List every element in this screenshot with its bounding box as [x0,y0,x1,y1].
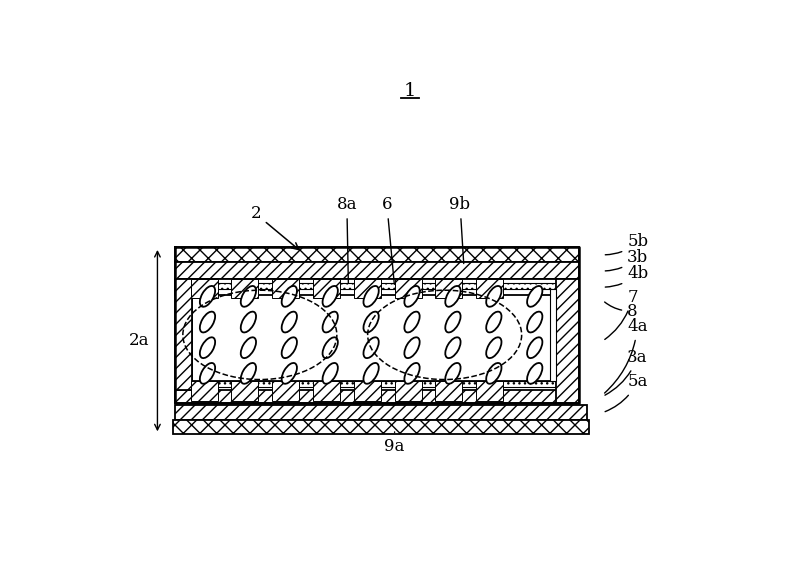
Bar [435,381,462,401]
Text: 3a: 3a [605,349,648,395]
Text: 7: 7 [605,289,638,340]
Bar [192,381,556,387]
Bar [175,405,587,420]
Ellipse shape [200,286,215,307]
Bar [313,381,340,401]
Text: 5b: 5b [606,233,648,255]
Text: 4b: 4b [606,265,648,287]
Ellipse shape [486,312,502,332]
Bar [192,283,556,289]
Ellipse shape [404,286,420,307]
Ellipse shape [241,286,256,307]
Bar [556,279,579,403]
Ellipse shape [200,312,215,332]
Bar [272,279,299,298]
Bar [394,279,422,298]
Bar [175,262,579,279]
Ellipse shape [446,363,461,384]
Ellipse shape [200,363,215,384]
Bar [435,279,462,298]
Ellipse shape [446,312,461,332]
Bar [175,279,192,390]
Text: 3b: 3b [606,249,648,271]
Ellipse shape [282,363,297,384]
Ellipse shape [363,363,378,384]
Bar [231,279,258,298]
Bar [175,387,579,403]
Text: 8a: 8a [337,196,357,283]
Ellipse shape [446,286,461,307]
Text: 8: 8 [605,302,638,319]
Bar [175,279,579,295]
Bar [190,279,218,298]
Ellipse shape [486,337,502,358]
Ellipse shape [404,363,420,384]
Text: 2a: 2a [130,332,150,349]
Ellipse shape [322,337,338,358]
Bar [175,247,579,262]
Ellipse shape [527,337,542,358]
Ellipse shape [322,312,338,332]
Ellipse shape [527,312,542,332]
Bar [175,390,579,403]
Bar [354,279,381,298]
Ellipse shape [404,312,420,332]
Ellipse shape [282,337,297,358]
Text: 1: 1 [404,82,416,100]
Bar [550,289,556,381]
Bar [354,381,381,401]
Text: 4a: 4a [605,318,648,393]
Ellipse shape [363,312,378,332]
Ellipse shape [241,363,256,384]
Text: 9a: 9a [385,432,405,455]
Ellipse shape [200,337,215,358]
Ellipse shape [241,337,256,358]
Ellipse shape [282,312,297,332]
Bar [173,420,589,434]
Ellipse shape [282,286,297,307]
Bar [313,279,340,298]
Ellipse shape [363,286,378,307]
Bar [394,381,422,401]
Ellipse shape [241,312,256,332]
Text: 5a: 5a [605,373,647,412]
Bar [190,381,218,401]
Ellipse shape [527,286,542,307]
Ellipse shape [322,286,338,307]
Ellipse shape [527,363,542,384]
Bar [192,289,556,381]
Ellipse shape [322,363,338,384]
Bar [231,381,258,401]
Ellipse shape [486,286,502,307]
Ellipse shape [404,337,420,358]
Ellipse shape [363,337,378,358]
Text: 6: 6 [382,196,394,284]
Bar [272,381,299,401]
Ellipse shape [486,363,502,384]
Text: 9b: 9b [450,196,470,263]
Bar [476,381,503,401]
Bar [476,279,503,298]
Text: 2: 2 [250,205,298,250]
Ellipse shape [446,337,461,358]
